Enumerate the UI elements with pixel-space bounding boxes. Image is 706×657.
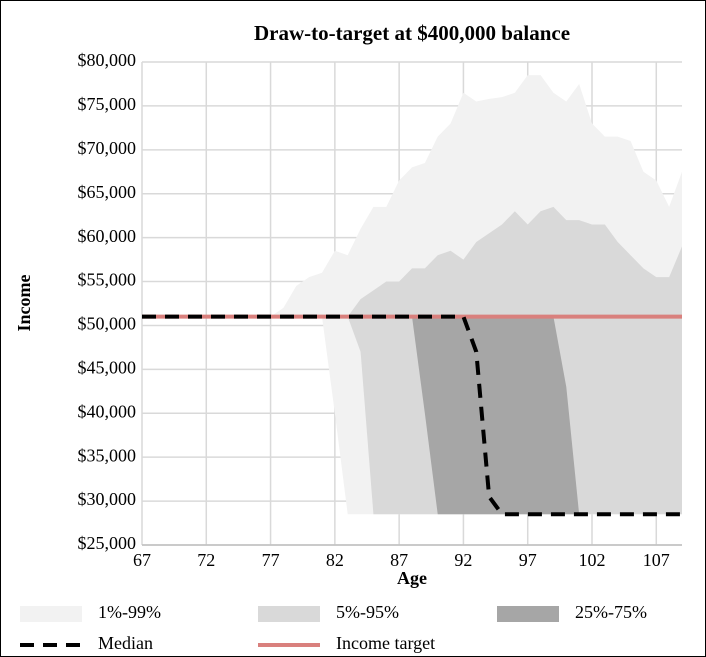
x-tick-label: 67: [133, 550, 151, 570]
x-tick-label: 92: [454, 550, 472, 570]
x-tick-label: 82: [326, 550, 344, 570]
legend-label: 1%-99%: [98, 602, 161, 622]
band-area: [412, 316, 580, 515]
y-tick-label: $80,000: [78, 50, 137, 70]
x-tick-label: 77: [262, 550, 280, 570]
x-tick-label: 87: [390, 550, 408, 570]
x-tick-label: 97: [519, 550, 537, 570]
y-tick-label: $70,000: [78, 138, 137, 158]
legend-label: 5%-95%: [336, 602, 399, 622]
x-tick-label: 107: [643, 550, 670, 570]
legend-swatch: [258, 606, 320, 622]
legend-label: 25%-75%: [575, 602, 647, 622]
y-tick-label: $25,000: [78, 533, 137, 553]
legend-label: Income target: [336, 633, 435, 653]
legend-swatch: [497, 606, 559, 622]
legend-label: Median: [98, 633, 153, 653]
y-tick-label: $30,000: [78, 489, 137, 509]
y-tick-label: $75,000: [78, 94, 137, 114]
y-tick-label: $65,000: [78, 182, 137, 202]
y-tick-label: $55,000: [78, 270, 137, 290]
x-axis-title: Age: [397, 568, 427, 588]
y-tick-label: $50,000: [78, 314, 137, 334]
y-tick-label: $35,000: [78, 445, 137, 465]
legend-swatch: [20, 606, 82, 622]
chart-title: Draw-to-target at $400,000 balance: [254, 21, 570, 45]
y-axis-title: Income: [14, 275, 34, 332]
y-tick-label: $60,000: [78, 226, 137, 246]
x-tick-label: 72: [197, 550, 215, 570]
x-tick-label: 102: [579, 550, 606, 570]
y-tick-label: $40,000: [78, 401, 137, 421]
y-tick-label: $45,000: [78, 357, 137, 377]
